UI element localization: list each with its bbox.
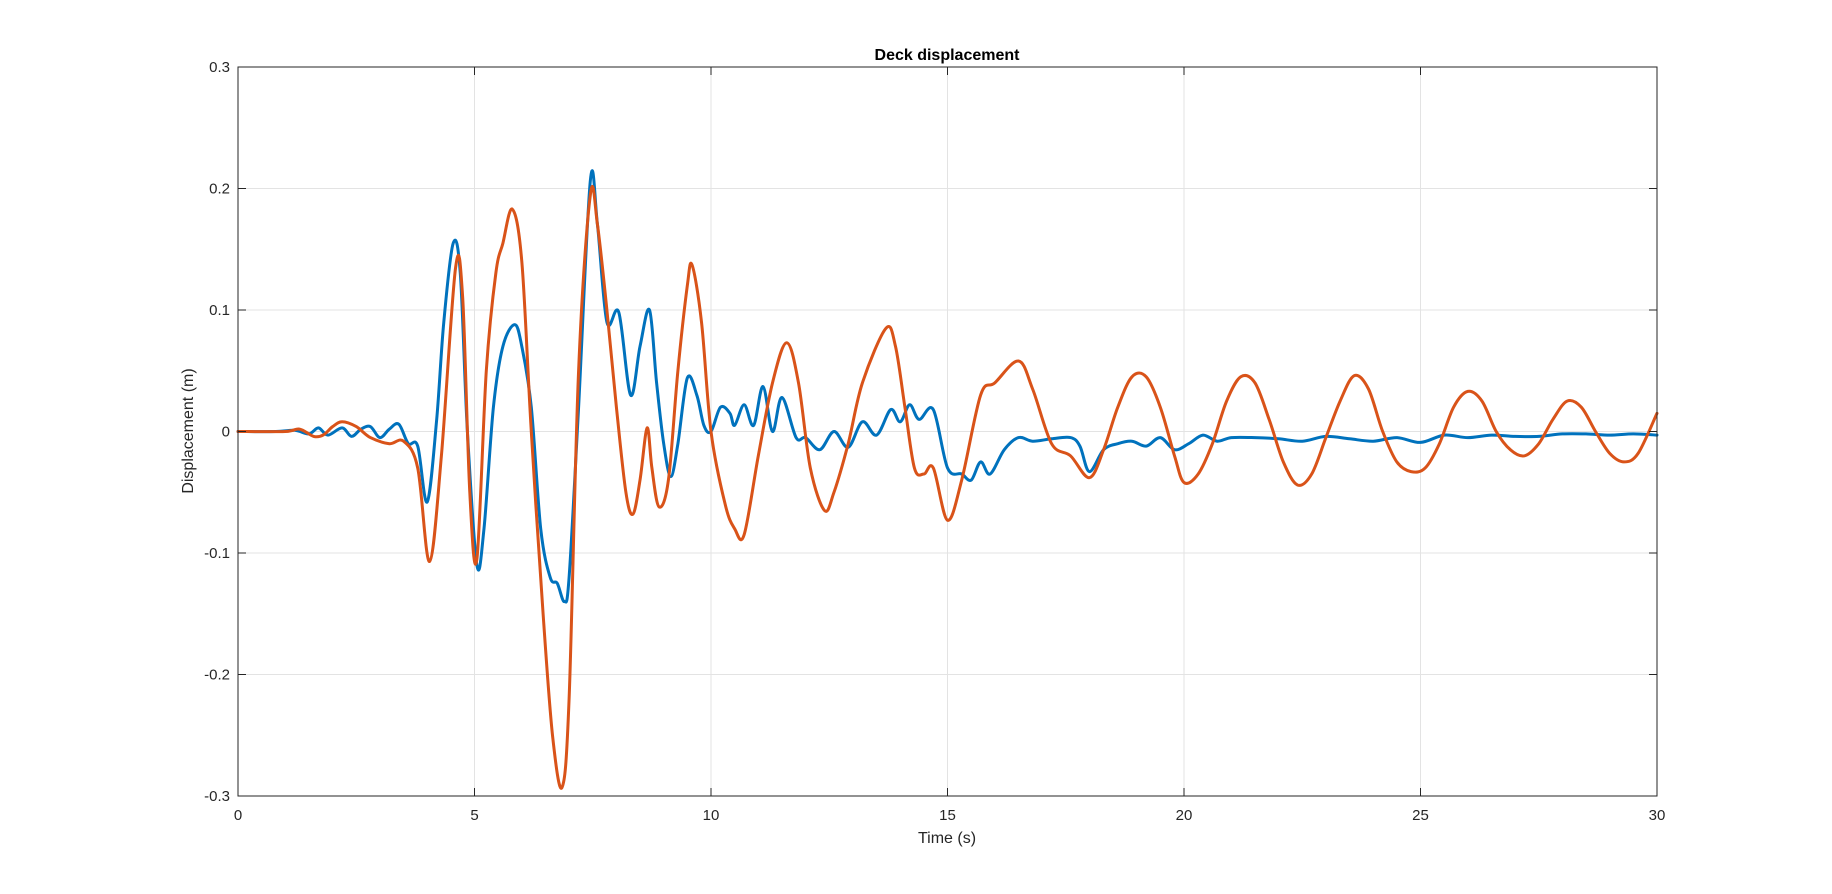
series-line-2 xyxy=(236,184,1659,790)
x-tick-label: 0 xyxy=(234,807,242,824)
series-line-1 xyxy=(236,169,1659,604)
x-tick-label: 10 xyxy=(703,807,720,824)
y-tick-label: 0.3 xyxy=(209,59,230,76)
chart-title: Deck displacement xyxy=(875,47,1021,64)
series-lines xyxy=(236,169,1659,790)
x-tick-label: 15 xyxy=(939,807,956,824)
y-axis-label: Displacement (m) xyxy=(180,368,197,493)
x-tick-label: 5 xyxy=(470,807,478,824)
axis-ticks: 0 5 10 15 20 25 30 -0.3 -0.2 -0.1 0 0.1 0.2 0.3 xyxy=(204,59,1665,824)
y-tick-label: 0.2 xyxy=(209,181,230,198)
y-tick-label: -0.3 xyxy=(204,788,230,805)
x-tick-label: 30 xyxy=(1649,807,1666,824)
y-tick-label: 0 xyxy=(222,424,230,441)
x-axis-label: Time (s) xyxy=(918,830,976,847)
x-tick-label: 25 xyxy=(1412,807,1429,824)
x-tick-label: 20 xyxy=(1176,807,1193,824)
y-tick-label: -0.1 xyxy=(204,545,230,562)
y-tick-label: -0.2 xyxy=(204,667,230,684)
y-tick-label: 0.1 xyxy=(209,302,230,319)
